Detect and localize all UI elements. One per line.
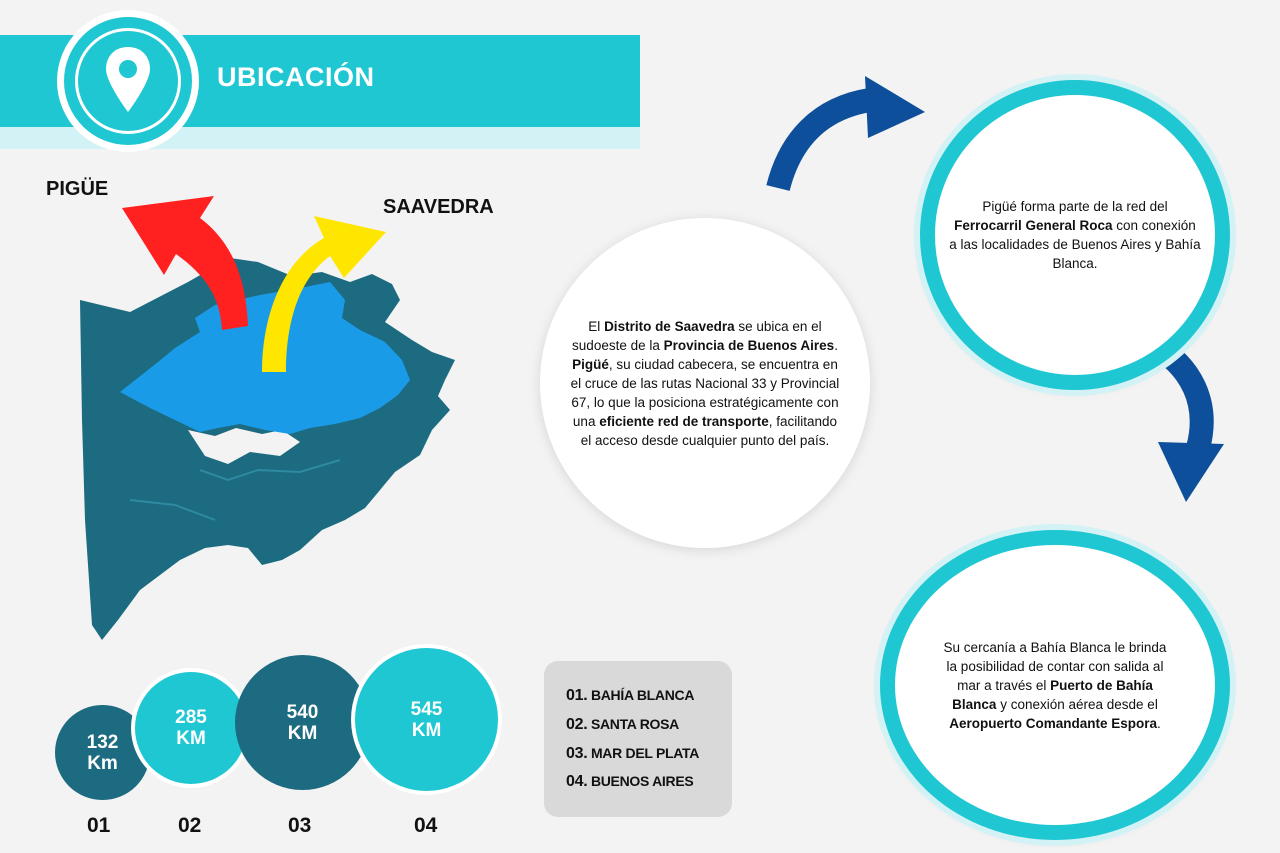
district-map xyxy=(80,196,455,640)
legend-item: 02. SANTA ROSA xyxy=(566,716,679,733)
legend-item: 01. BAHÍA BLANCA xyxy=(566,687,695,704)
arrow-saavedra xyxy=(262,216,386,372)
distance-index-03: 03 xyxy=(288,814,312,837)
legend-item: 03. MAR DEL PLATA xyxy=(566,745,700,762)
port-info-circle: Su cercanía a Bahía Blanca le brinda la … xyxy=(880,530,1230,840)
arrow-pigue xyxy=(122,196,248,330)
distance-index-02: 02 xyxy=(178,814,202,837)
distance-circle-01: 132 Km xyxy=(55,705,150,800)
distance-circle-02: 285 KM xyxy=(135,672,247,784)
rail-info-text: Pigüé forma parte de la red del Ferrocar… xyxy=(949,199,1201,271)
legend-item: 04. BUENOS AIRES xyxy=(566,773,694,790)
arrow-to-rail xyxy=(766,76,925,192)
distance-index-04: 04 xyxy=(414,814,438,837)
map-label-pigue: PIGÜE xyxy=(46,178,109,200)
page-title: UBICACIÓN xyxy=(217,62,375,92)
district-info-text: El Distrito de Saavedra se ubica en el s… xyxy=(570,318,840,448)
distance-circle-04: 545 KM xyxy=(355,648,498,791)
district-info-circle: El Distrito de Saavedra se ubica en el s… xyxy=(540,218,870,548)
port-info-text: Su cercanía a Bahía Blanca le brinda la … xyxy=(943,639,1167,731)
rail-info-circle: Pigüé forma parte de la red del Ferrocar… xyxy=(920,80,1230,390)
distance-circle-03: 540 KM xyxy=(235,655,370,790)
destination-legend: 01. BAHÍA BLANCA 02. SANTA ROSA 03. MAR … xyxy=(544,661,732,817)
location-pin-icon xyxy=(106,47,150,112)
location-badge xyxy=(64,17,192,145)
map-label-saavedra: SAAVEDRA xyxy=(383,196,494,218)
distance-index-01: 01 xyxy=(87,814,111,837)
